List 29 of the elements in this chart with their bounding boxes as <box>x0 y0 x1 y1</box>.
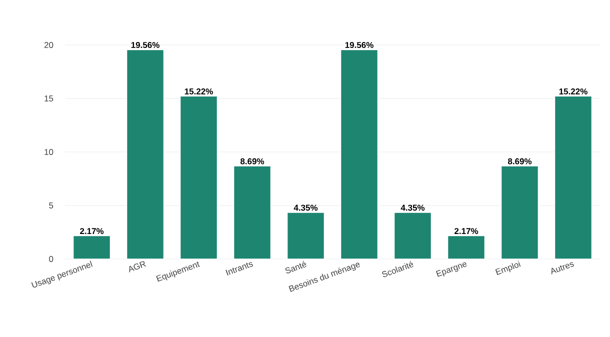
bar <box>180 96 218 260</box>
x-tick-label: Autres <box>551 262 574 274</box>
data-label: 15.22% <box>184 88 213 94</box>
data-label: 19.56% <box>131 42 160 48</box>
data-label: 4.35% <box>294 204 318 211</box>
x-tick-label: Santé <box>285 260 306 274</box>
y-tick-label: 0 <box>49 256 54 262</box>
bar <box>233 166 272 260</box>
data-label: 8.69% <box>508 158 532 164</box>
bar <box>394 212 432 260</box>
x-tick-label: AGR <box>129 261 146 272</box>
bar <box>340 49 378 260</box>
bar <box>500 166 539 260</box>
bar <box>286 212 325 260</box>
data-label: 8.69% <box>240 158 264 164</box>
data-label: 4.35% <box>400 204 425 211</box>
bar <box>447 235 486 260</box>
y-tick-label: 15 <box>44 96 54 102</box>
y-tick-label: 10 <box>44 148 54 155</box>
y-tick-label: 5 <box>49 202 54 208</box>
x-tick-label: Intrants <box>226 262 253 276</box>
data-label: 15.22% <box>559 88 588 94</box>
data-label: 2.17% <box>454 228 478 234</box>
bar <box>126 49 164 260</box>
data-label: 19.56% <box>345 42 374 48</box>
bar <box>72 235 111 260</box>
bar <box>554 96 592 260</box>
y-tick-label: 20 <box>44 42 54 48</box>
data-label: 2.17% <box>80 228 104 234</box>
